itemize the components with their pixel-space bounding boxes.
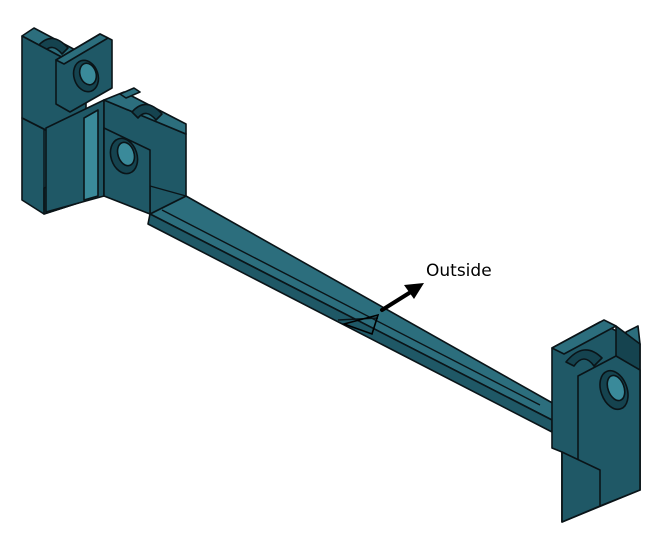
bar-section-line: [337, 317, 379, 321]
arrow-up-right-icon: [380, 283, 424, 312]
left-front-bracket: [45, 87, 187, 215]
outside-label: Outside: [426, 261, 492, 281]
triangle-marker-icon: [341, 313, 380, 336]
bar-body: [147, 195, 557, 433]
right-bracket: [551, 319, 641, 523]
bar-step-edge: [161, 209, 541, 406]
